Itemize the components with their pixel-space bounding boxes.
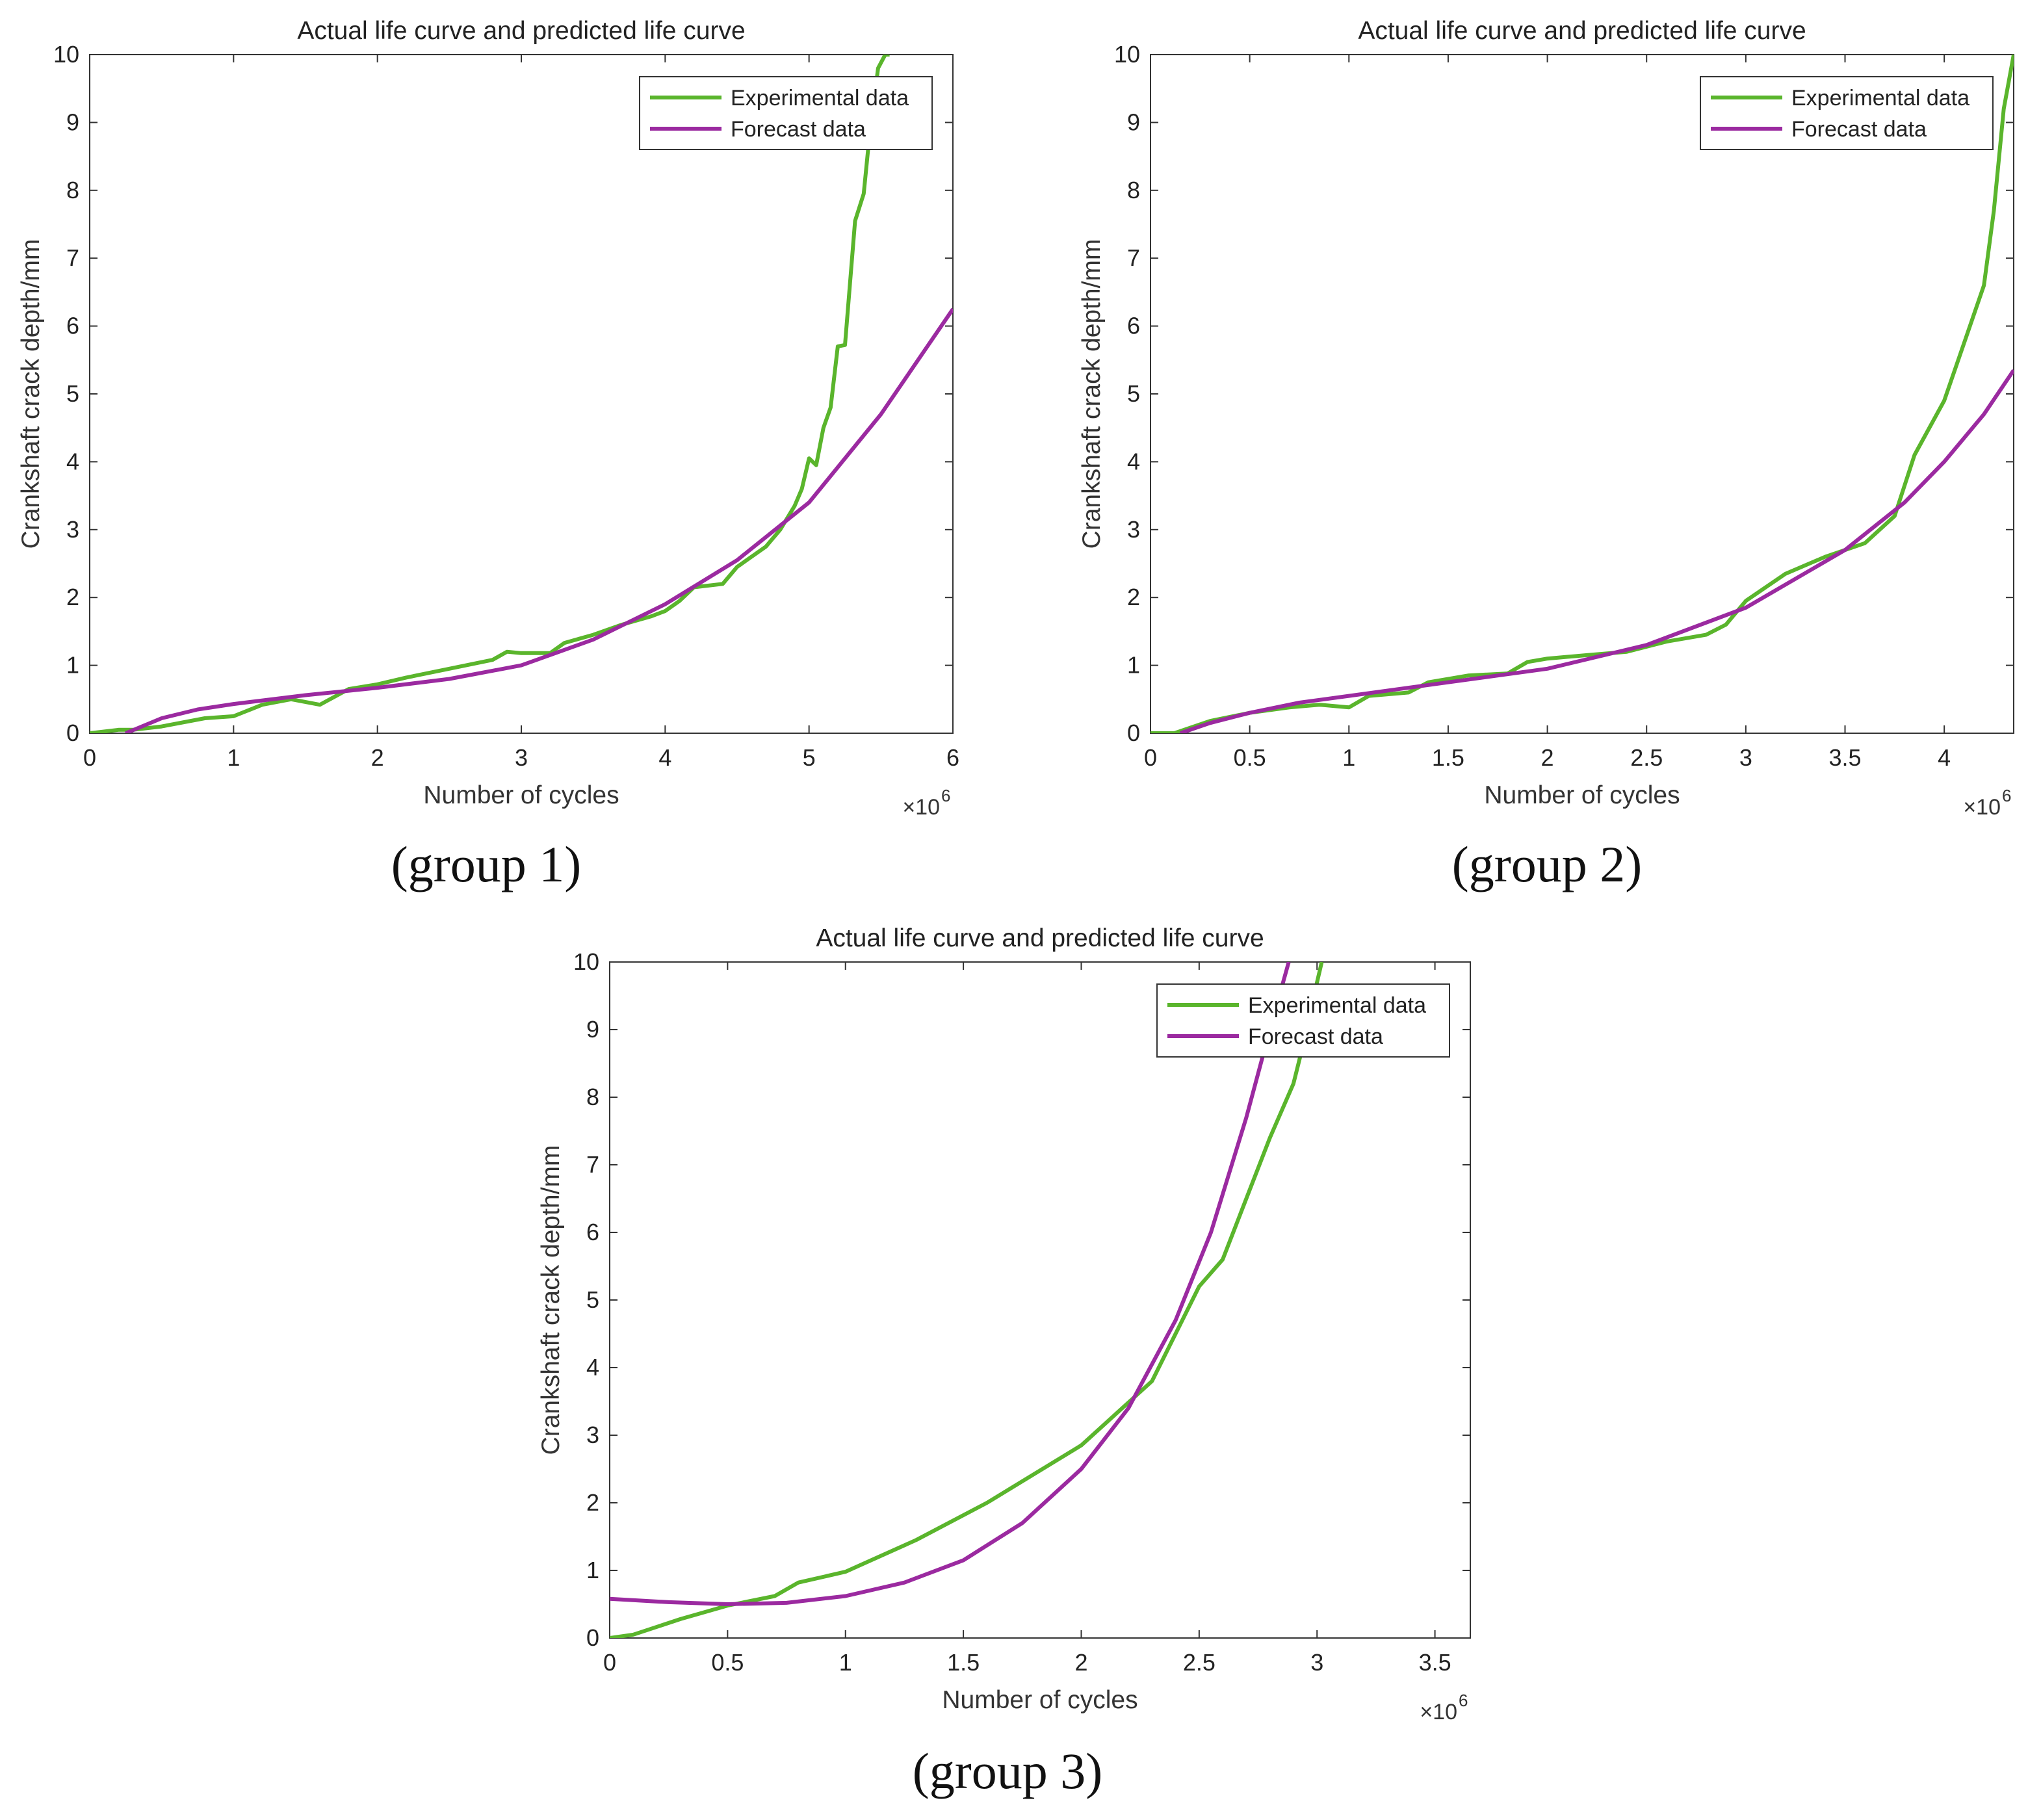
chart-3: Actual life curve and predicted life cur… — [537, 924, 1471, 1724]
y-tick-label: 4 — [66, 448, 79, 474]
x-tick-label: 6 — [946, 744, 959, 771]
x-axis-label: Number of cycles — [423, 781, 619, 809]
y-tick-label: 2 — [1127, 584, 1140, 610]
y-tick-label: 8 — [66, 177, 79, 203]
x-tick-label: 1.5 — [947, 1649, 980, 1676]
x-tick-label: 1 — [1342, 744, 1355, 771]
x-axis-label: Number of cycles — [1484, 781, 1680, 809]
y-tick-label: 2 — [586, 1489, 599, 1516]
x-tick-label: 3 — [515, 744, 528, 771]
x-tick-label: 1.5 — [1432, 744, 1464, 771]
y-tick-label: 5 — [1127, 380, 1140, 407]
y-tick-label: 10 — [1114, 41, 1140, 68]
legend-box — [1700, 76, 1994, 150]
x-tick-label: 2 — [1541, 744, 1554, 771]
x-axis-label: Number of cycles — [942, 1686, 1138, 1714]
chart-title: Actual life curve and predicted life cur… — [816, 924, 1264, 952]
x-tick-label: 3.5 — [1828, 744, 1861, 771]
y-tick-label: 0 — [66, 720, 79, 746]
caption-group-2: (group 2) — [1451, 836, 1643, 892]
legend-label: Forecast data — [731, 117, 866, 142]
y-tick-label: 8 — [586, 1084, 599, 1110]
x-tick-label: 3 — [1310, 1649, 1323, 1676]
y-tick-label: 10 — [573, 948, 599, 975]
y-tick-label: 3 — [66, 516, 79, 543]
y-tick-label: 6 — [1127, 313, 1140, 339]
chart-1: Actual life curve and predicted life cur… — [17, 17, 959, 820]
y-tick-label: 4 — [586, 1354, 599, 1381]
y-axis-label: Crankshaft crack depth/mm — [17, 239, 45, 549]
x-exponent: ×10 — [902, 795, 940, 820]
series-line-forecast — [610, 962, 1291, 1606]
y-tick-label: 9 — [66, 109, 79, 135]
y-axis-label: Crankshaft crack depth/mm — [537, 1145, 565, 1455]
series-line-forecast — [1179, 369, 2014, 733]
x-tick-label: 4 — [1938, 744, 1951, 771]
y-tick-label: 6 — [66, 313, 79, 339]
x-tick-label: 1 — [227, 744, 240, 771]
axes-box — [609, 961, 1471, 1639]
y-tick-label: 5 — [66, 380, 79, 407]
y-tick-label: 9 — [1127, 109, 1140, 135]
x-tick-label: 0 — [603, 1649, 616, 1676]
legend-box — [1156, 983, 1450, 1058]
x-exponent: ×10 — [1963, 795, 2001, 820]
x-tick-label: 4 — [658, 744, 671, 771]
x-exponent-power: 6 — [941, 786, 950, 805]
y-axis-label: Crankshaft crack depth/mm — [1078, 239, 1106, 549]
y-tick-label: 1 — [586, 1557, 599, 1583]
caption-group-3: (group 3) — [912, 1743, 1103, 1799]
x-tick-label: 2 — [371, 744, 384, 771]
x-tick-label: 2.5 — [1183, 1649, 1216, 1676]
y-tick-label: 6 — [586, 1219, 599, 1245]
x-tick-label: 0.5 — [1234, 744, 1266, 771]
x-exponent: ×10 — [1420, 1700, 1457, 1724]
legend-label: Experimental data — [1248, 993, 1426, 1018]
x-exponent-power: 6 — [1459, 1691, 1468, 1710]
y-tick-label: 1 — [1127, 652, 1140, 679]
y-tick-label: 4 — [1127, 448, 1140, 474]
y-tick-label: 5 — [586, 1286, 599, 1313]
series-line-forecast — [125, 307, 953, 733]
series-line-experimental — [90, 55, 890, 733]
chart-title: Actual life curve and predicted life cur… — [297, 17, 745, 45]
legend-box — [639, 76, 933, 150]
y-tick-label: 8 — [1127, 177, 1140, 203]
y-tick-label: 3 — [1127, 516, 1140, 543]
y-tick-label: 9 — [586, 1016, 599, 1043]
y-tick-label: 1 — [66, 652, 79, 679]
y-tick-label: 0 — [1127, 720, 1140, 746]
legend-label: Experimental data — [1791, 86, 1970, 110]
y-tick-label: 0 — [586, 1624, 599, 1651]
legend-label: Forecast data — [1248, 1024, 1383, 1049]
y-tick-label: 7 — [1127, 244, 1140, 271]
y-tick-label: 10 — [53, 41, 79, 68]
axes-box — [89, 54, 954, 734]
chart-title: Actual life curve and predicted life cur… — [1358, 17, 1806, 45]
x-tick-label: 5 — [803, 744, 816, 771]
y-tick-label: 3 — [586, 1422, 599, 1448]
legend-label: Forecast data — [1791, 117, 1927, 142]
x-tick-label: 0.5 — [711, 1649, 744, 1676]
y-tick-label: 2 — [66, 584, 79, 610]
x-tick-label: 2 — [1074, 1649, 1087, 1676]
caption-group-1: (group 1) — [391, 836, 582, 892]
x-tick-label: 0 — [83, 744, 96, 771]
x-tick-label: 3.5 — [1419, 1649, 1451, 1676]
chart-2: Actual life curve and predicted life cur… — [1078, 17, 2014, 820]
x-tick-label: 2.5 — [1630, 744, 1663, 771]
x-tick-label: 1 — [839, 1649, 852, 1676]
legend-label: Experimental data — [731, 86, 909, 110]
x-exponent-power: 6 — [2002, 786, 2011, 805]
y-tick-label: 7 — [66, 244, 79, 271]
x-tick-label: 3 — [1739, 744, 1752, 771]
axes-box — [1150, 54, 2014, 734]
series-line-experimental — [1150, 55, 2014, 733]
y-tick-label: 7 — [586, 1151, 599, 1178]
x-tick-label: 0 — [1144, 744, 1157, 771]
